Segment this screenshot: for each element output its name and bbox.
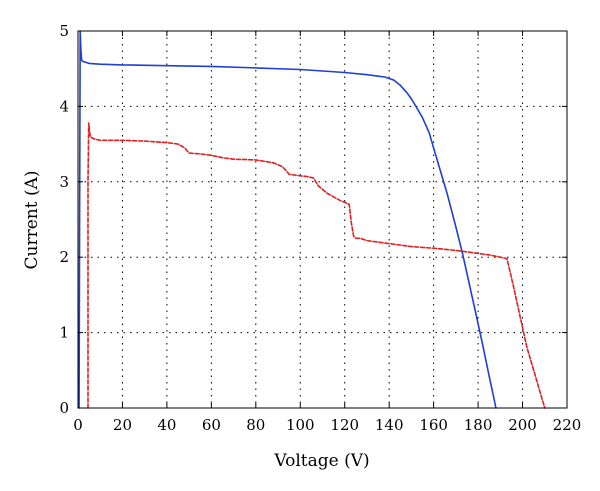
series-1-line [78,30,497,409]
x-tick-label: 120 [330,416,359,434]
y-tick-label: 3 [59,173,69,191]
x-tick-label: 200 [508,416,537,434]
data-series [78,30,546,409]
x-tick-label: 180 [464,416,493,434]
x-tick-label: 80 [246,416,265,434]
y-tick-label: 5 [59,22,69,40]
x-tick-label: 40 [157,416,176,434]
x-tick-label: 220 [553,416,582,434]
y-tick-label: 1 [59,324,69,342]
x-tick-label: 160 [419,416,448,434]
plot-area [78,31,567,408]
y-tick-label: 2 [59,248,69,266]
y-tick-labels: 0 1 2 3 4 5 [59,22,69,417]
y-tick-label: 4 [59,97,69,115]
series-2-line [87,122,546,409]
x-tick-label: 140 [375,416,404,434]
x-tick-label: 0 [73,416,83,434]
x-tick-label: 60 [202,416,221,434]
x-tick-label: 20 [113,416,132,434]
axis-ticks [77,30,568,409]
x-tick-labels: 0 20 40 60 80 100 120 140 160 180 200 220 [73,416,581,434]
grid-lines [78,31,567,408]
x-axis-title: Voltage (V) [273,451,369,471]
x-tick-label: 100 [286,416,315,434]
y-tick-label: 0 [59,399,69,417]
y-axis-title: Current (A) [22,171,42,270]
plot-frame [77,30,568,409]
